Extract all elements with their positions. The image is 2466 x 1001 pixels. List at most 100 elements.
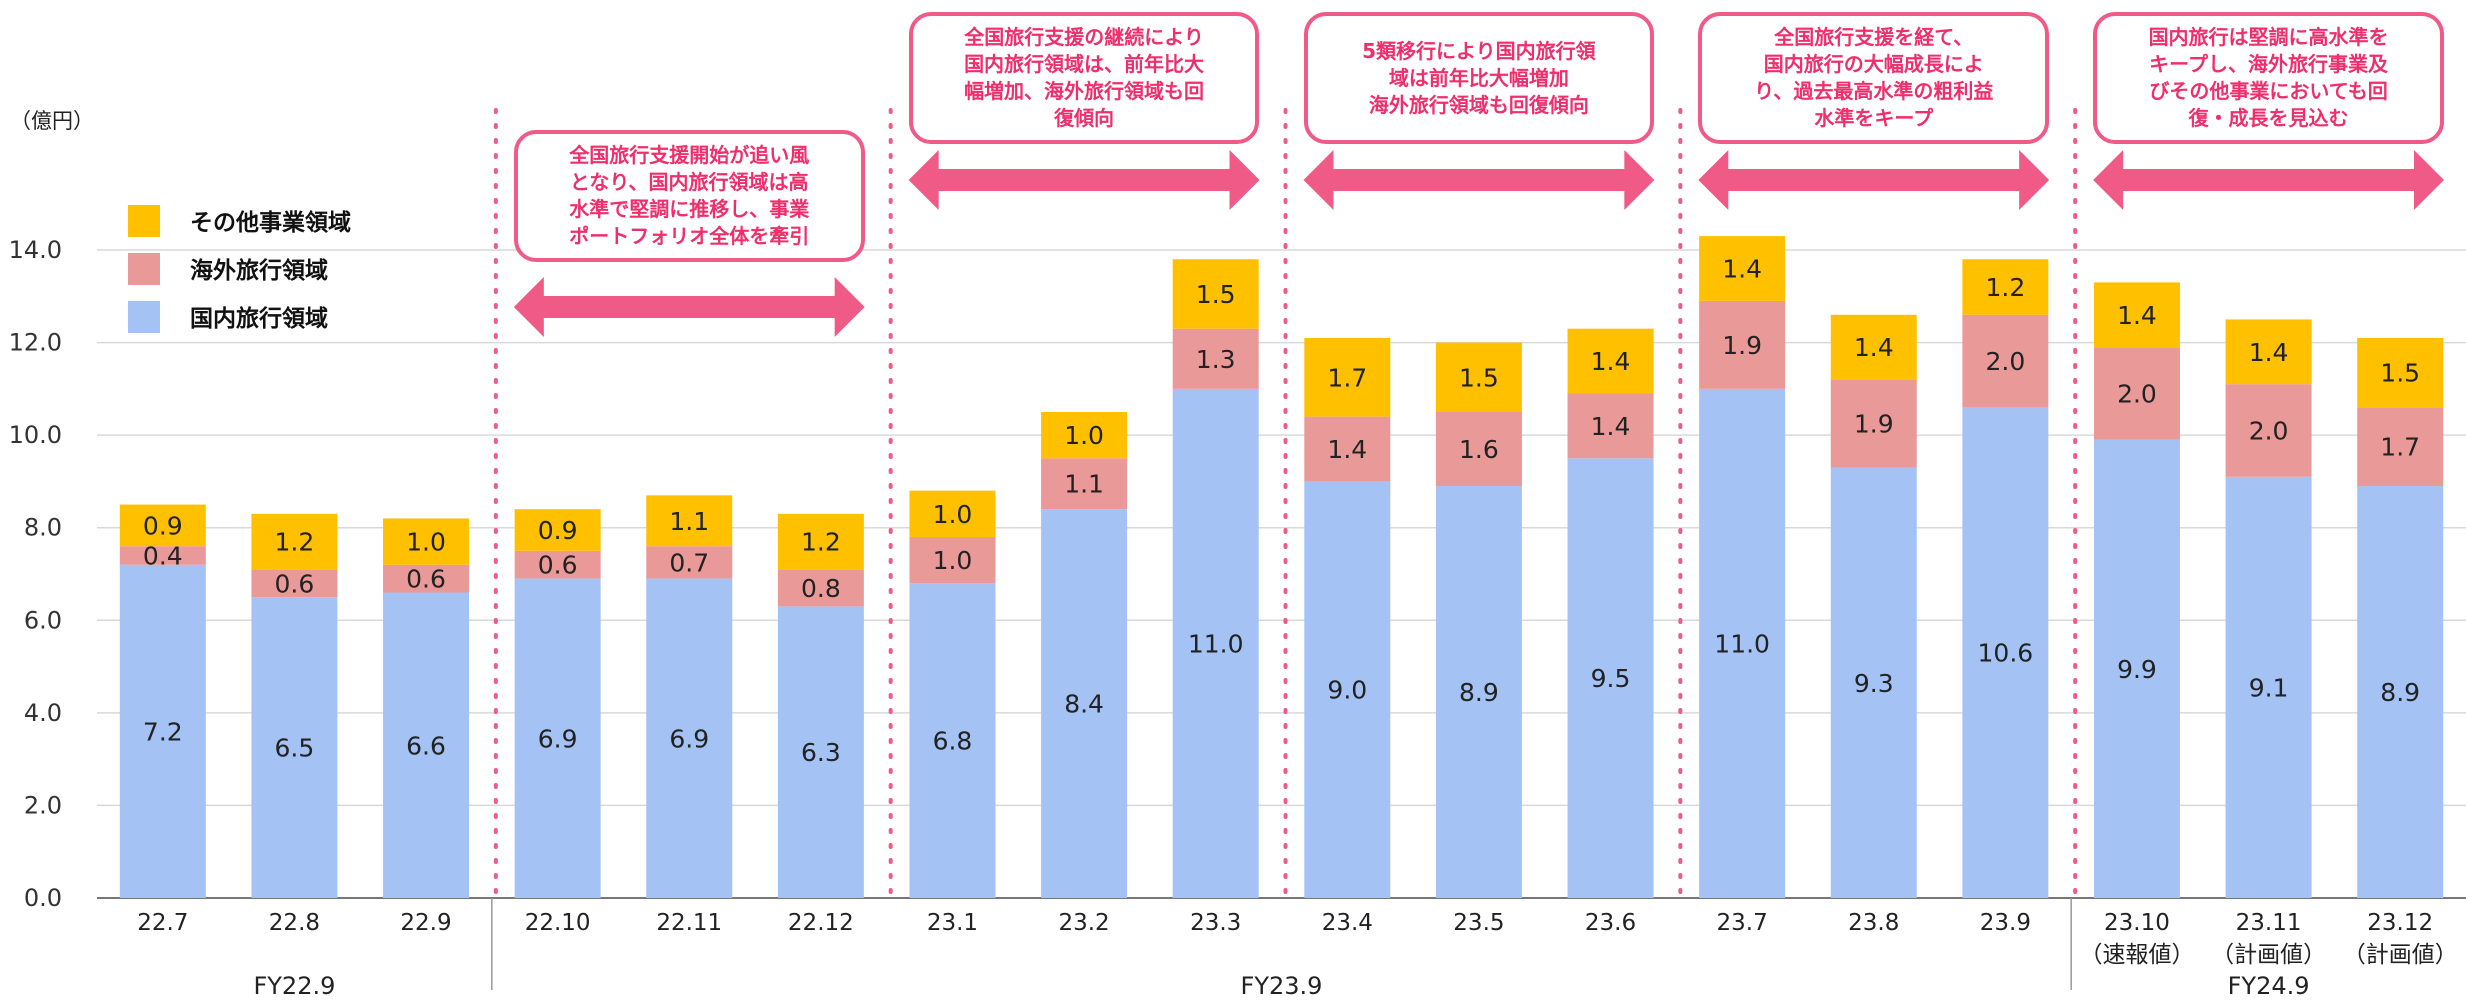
data-label: 0.9 [538,516,578,545]
data-label: 8.9 [1459,678,1499,707]
data-label: 0.6 [406,565,446,594]
legend-swatch [128,301,160,333]
bar-segment [1830,467,1917,898]
bar-segment [119,546,206,565]
data-label: 2.0 [2117,379,2157,408]
data-label: 1.9 [1854,410,1894,439]
x-tick-label: 23.9 [1980,910,2031,936]
data-label: 9.3 [1854,669,1894,698]
bar-segment [1041,412,1128,459]
x-tick-label: 22.11 [656,910,722,936]
x-tick-label: 22.7 [137,910,188,936]
bar-segment [1830,379,1917,468]
bar-segment [1830,314,1917,380]
x-tick-label: 23.5 [1453,910,1504,936]
bar-segment [1435,412,1522,487]
x-tick-label: 23.12 [2367,910,2433,936]
bars: 7.20.40.96.50.61.26.60.61.06.90.60.96.90… [119,236,2444,898]
data-label: 1.1 [1064,470,1104,499]
bar-segment [2093,347,2180,440]
bar-segment [2357,407,2444,487]
bar-segment [514,509,601,551]
data-label: 6.3 [801,738,841,767]
bar-segment [2225,384,2312,477]
data-label: 9.5 [1591,664,1631,693]
bar-segment [646,578,733,898]
x-tick-label: 23.3 [1190,910,1241,936]
data-label: 1.4 [1327,435,1367,464]
y-tick-label: 4.0 [24,699,62,727]
bar-segment [1041,509,1128,898]
bar-segment [1304,416,1391,482]
data-label: 1.5 [1196,280,1236,309]
data-label: 6.8 [933,727,973,756]
data-label: 1.4 [1722,255,1762,284]
fiscal-year-label: FY23.9 [1241,972,1323,1000]
data-label: 7.2 [143,717,183,746]
legend-swatch [128,205,160,237]
data-label: 1.0 [406,528,446,557]
bar-segment [909,490,996,537]
double-arrow [1698,150,2050,210]
data-label: 1.9 [1722,331,1762,360]
bar-segment [119,504,206,547]
x-tick-label: 23.8 [1848,910,1899,936]
double-arrow [2093,150,2444,210]
bar-segment [1699,300,1786,389]
bar-segment [383,564,470,593]
bar-segment [1172,328,1259,389]
data-label: 1.4 [1591,347,1631,376]
data-label: 9.9 [2117,655,2157,684]
data-label: 6.9 [669,724,709,753]
data-label: 1.6 [1459,435,1499,464]
data-label: 1.7 [2380,433,2420,462]
y-tick-label: 0.0 [24,884,62,912]
legend-label: 国内旅行領域 [190,305,328,332]
data-label: 1.2 [275,528,315,557]
bar-segment [1567,458,1654,898]
y-tick-label: 10.0 [9,421,62,449]
data-label: 1.5 [2380,359,2420,388]
bar-segment [1567,393,1654,459]
data-label: 1.0 [1064,421,1104,450]
data-label: 0.6 [275,569,315,598]
y-axis-ticks: 0.0 2.0 4.0 6.0 8.0 10.0 12.0 14.0 [9,236,62,912]
bar-segment [1962,407,2049,898]
bar-segment [1435,342,1522,412]
bar-segment [2093,439,2180,898]
bar-segment [2093,282,2180,348]
bar-segment [1962,314,2049,408]
data-label: 1.0 [933,546,973,575]
data-label: 0.8 [801,574,841,603]
bar-segment [1699,388,1786,898]
bar-segment [1567,328,1654,394]
data-label: 1.7 [1327,363,1367,392]
y-tick-label: 14.0 [9,236,62,264]
data-label: 6.6 [406,731,446,760]
data-label: 1.4 [1591,412,1631,441]
data-label: 1.4 [2249,338,2289,367]
bar-segment [514,550,601,579]
x-tick-label: 23.6 [1585,910,1636,936]
data-label: 1.2 [1985,273,2025,302]
double-arrow [513,277,865,337]
bar-segment [251,513,338,570]
bar-segment [119,564,206,898]
legend-swatch [128,253,160,285]
bar-segment [1041,458,1128,510]
double-arrow [908,150,1260,210]
y-tick-label: 2.0 [24,791,62,819]
data-label: 2.0 [1985,347,2025,376]
data-label: 1.3 [1196,345,1236,374]
data-label: 0.6 [538,551,578,580]
data-label: 0.7 [669,548,709,577]
bar-segment [909,536,996,584]
legend-label: 海外旅行領域 [190,257,328,284]
data-label: 0.9 [143,511,183,540]
fiscal-year-label: FY24.9 [2228,972,2310,1000]
x-axis: 22.7 22.8 22.9 22.10 22.11 22.12 23.1 23.2 23.3 2… [137,898,2458,1000]
annotation-callout: 全国旅行支援の継続により 国内旅行領域は、前年比大 幅増加、海外旅行領域も回 復… [908,12,1260,144]
x-tick-label: 22.9 [400,910,451,936]
